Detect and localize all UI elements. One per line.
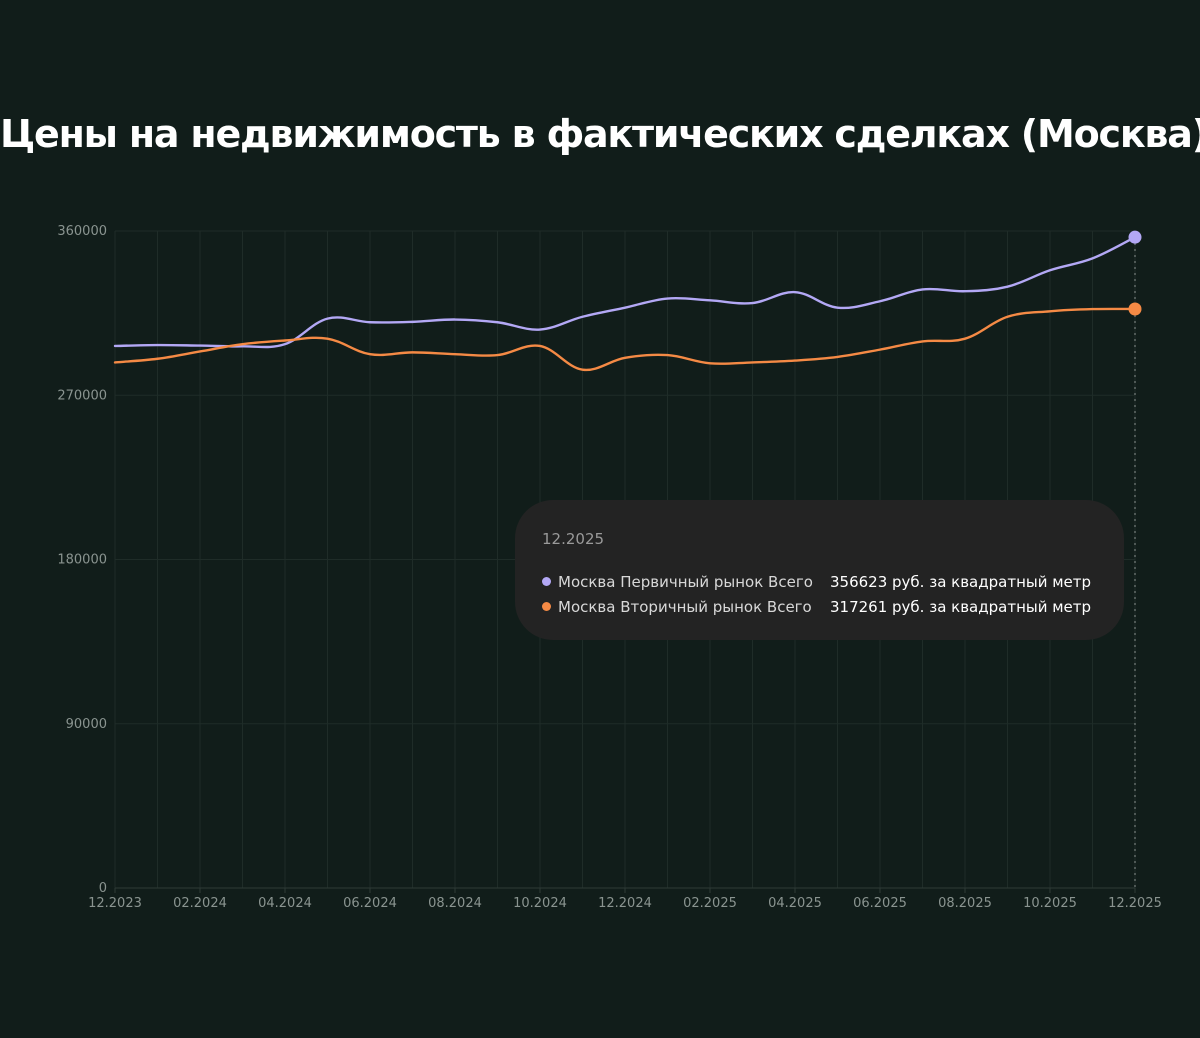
y-tick-label: 180000 (57, 553, 107, 568)
secondary-market-series-line (113, 307, 1137, 372)
primary-legend-dot-icon (542, 577, 551, 586)
x-tick-label: 02.2025 (683, 896, 737, 911)
x-tick-label: 08.2025 (938, 896, 992, 911)
tooltip-series-value: 317261 руб. за квадратный метр (830, 597, 1092, 616)
x-tick-label: 12.2023 (88, 896, 142, 911)
tooltip-date: 12.2025 (542, 530, 605, 548)
x-tick-label: 06.2024 (343, 896, 397, 911)
secondary-legend-dot-icon (542, 602, 551, 611)
tooltip-series-name: Москва Вторичный рынок Всего (558, 597, 812, 616)
tooltip-row-primary: Москва Первичный рынок Всего 356623 руб.… (542, 569, 1097, 594)
x-tick-label: 04.2024 (258, 896, 312, 911)
x-tick-label: 04.2025 (768, 896, 822, 911)
y-tick-label: 270000 (57, 388, 107, 403)
tooltip-series-name: Москва Первичный рынок Всего (558, 572, 813, 591)
x-tick-label: 02.2024 (173, 896, 227, 911)
y-tick-label: 0 (99, 881, 107, 896)
series-layer (113, 235, 1137, 372)
x-tick-label: 06.2025 (853, 896, 907, 911)
primary-market-series-line (113, 235, 1137, 349)
axis-layer: 0 90000 180000 270000 360000 12.2023 02.2024 04… (57, 224, 1162, 911)
y-tick-label: 90000 (66, 717, 107, 732)
primary-market-marker (1128, 230, 1142, 244)
x-tick-label: 12.2024 (598, 896, 652, 911)
marker-layer (1128, 230, 1142, 316)
tooltip-row-secondary: Москва Вторичный рынок Всего 317261 руб.… (542, 594, 1097, 619)
x-tick-label: 08.2024 (428, 896, 482, 911)
chart-tooltip: 12.2025 Москва Первичный рынок Всего 356… (515, 500, 1124, 640)
x-tick-label: 10.2025 (1023, 896, 1077, 911)
x-tick-label: 10.2024 (513, 896, 567, 911)
chart-title: Цены на недвижимость в фактических сделк… (0, 112, 1200, 156)
tooltip-series-value: 356623 руб. за квадратный метр (830, 572, 1092, 591)
secondary-market-marker (1128, 302, 1142, 316)
x-tick-label: 12.2025 (1108, 896, 1162, 911)
y-tick-label: 360000 (57, 224, 107, 239)
